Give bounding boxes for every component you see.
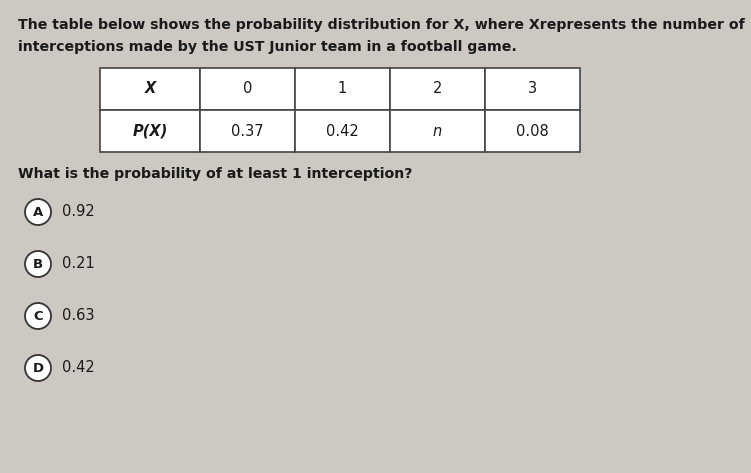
Bar — [100, 68, 200, 110]
Text: What is the probability of at least 1 interception?: What is the probability of at least 1 in… — [18, 167, 412, 181]
Bar — [390, 68, 485, 110]
Text: 0.37: 0.37 — [231, 123, 264, 139]
Text: 0: 0 — [243, 81, 252, 96]
Text: 0.42: 0.42 — [62, 360, 95, 376]
Text: B: B — [33, 257, 43, 271]
Bar — [200, 68, 295, 110]
Text: 0.08: 0.08 — [516, 123, 549, 139]
Text: X: X — [144, 81, 155, 96]
Circle shape — [25, 355, 51, 381]
Text: interceptions made by the UST Junior team in a football game.: interceptions made by the UST Junior tea… — [18, 40, 517, 54]
Text: 0.42: 0.42 — [326, 123, 359, 139]
Bar — [485, 68, 580, 110]
Text: 3: 3 — [528, 81, 537, 96]
Text: C: C — [33, 309, 43, 323]
Text: 1: 1 — [338, 81, 347, 96]
Text: P(X): P(X) — [132, 123, 167, 139]
Text: 2: 2 — [433, 81, 442, 96]
Text: 0.92: 0.92 — [62, 204, 95, 219]
Bar — [295, 68, 390, 110]
Text: 0.21: 0.21 — [62, 256, 95, 272]
Bar — [200, 110, 295, 152]
Text: n: n — [433, 123, 442, 139]
Circle shape — [25, 199, 51, 225]
Bar — [390, 110, 485, 152]
Text: A: A — [33, 205, 43, 219]
Bar — [295, 110, 390, 152]
Bar — [100, 110, 200, 152]
Text: D: D — [32, 361, 44, 375]
Text: 0.63: 0.63 — [62, 308, 95, 324]
Circle shape — [25, 303, 51, 329]
Circle shape — [25, 251, 51, 277]
Bar — [485, 110, 580, 152]
Text: The table below shows the probability distribution for X, where Xrepresents the : The table below shows the probability di… — [18, 18, 745, 32]
